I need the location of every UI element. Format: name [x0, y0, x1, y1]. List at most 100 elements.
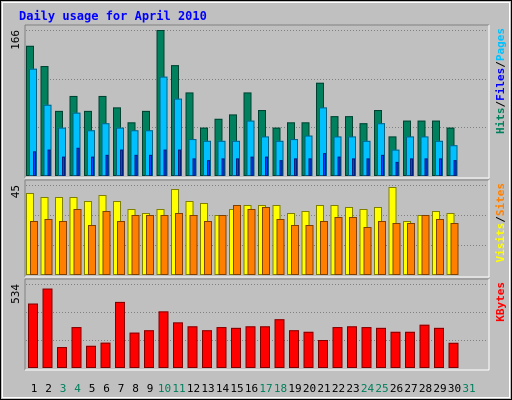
kbytes-bar-edge: [158, 311, 169, 369]
files-bar-fill: [43, 104, 52, 176]
pages-bar: [163, 149, 167, 176]
kbytes-bar-edge: [42, 288, 53, 368]
kbytes-bar-edge: [274, 319, 285, 369]
day-25-bars: [374, 207, 386, 275]
day-15-bars: [231, 327, 241, 368]
pages-bar: [250, 156, 254, 177]
kbytes-bar: [260, 326, 270, 368]
sites-bar: [291, 225, 299, 275]
files-bar-fill: [406, 136, 414, 176]
pages-bar: [410, 158, 413, 176]
day-24-bars: [359, 209, 372, 275]
pages-bar-edge: [337, 156, 341, 177]
kbytes-bar: [289, 330, 299, 368]
kbytes-bar-fill: [216, 327, 227, 368]
sites-bar-edge: [421, 215, 430, 275]
sites-bar-fill: [247, 209, 256, 275]
kbytes-bar-edge: [405, 331, 415, 368]
files-bar-fill: [261, 136, 269, 176]
pages-bar-edge: [149, 154, 152, 177]
pages-bar-fill: [265, 156, 268, 176]
chart-title: Daily usage for April 2010: [19, 9, 207, 23]
panel-legend: Hits/Files/Pages: [494, 28, 507, 134]
kbytes-bar: [187, 326, 198, 368]
day-5-bars: [84, 110, 95, 177]
sites-bar-fill: [349, 217, 357, 275]
kbytes-bar-edge: [332, 327, 343, 369]
day-label-9: 9: [147, 382, 154, 395]
kbytes-bar-fill: [245, 326, 256, 368]
day-6-bars: [98, 95, 110, 177]
pages-bar: [236, 158, 239, 176]
day-2-bars: [40, 197, 53, 275]
pages-bar-edge: [294, 158, 297, 176]
day-4-bars: [69, 197, 82, 275]
kbytes-bar-edge: [115, 301, 125, 368]
legend-part-0: Visits: [494, 223, 507, 263]
day-7-bars: [115, 301, 125, 368]
day-16-bars: [243, 205, 256, 275]
files-bar-fill: [348, 136, 356, 176]
day-label-6: 6: [103, 382, 110, 395]
pages-bar: [105, 154, 109, 177]
sites-bar-fill: [450, 223, 459, 275]
day-14-bars: [214, 118, 226, 176]
kbytes-bar: [361, 327, 372, 369]
panel-visits_sites: 45 Visits/Sites: [9, 179, 507, 278]
kbytes-bar: [347, 326, 357, 368]
day-label-7: 7: [118, 382, 125, 395]
day-9-bars: [144, 330, 154, 368]
sites-bar-fill: [421, 215, 430, 275]
day-1-bars: [28, 303, 38, 368]
legend-part-2: Files: [494, 68, 507, 101]
kbytes-bar-fill: [347, 326, 357, 368]
pages-bar-fill: [308, 158, 312, 176]
sites-bar: [117, 221, 125, 275]
day-9-bars: [142, 110, 153, 177]
day-19-bars: [289, 330, 299, 368]
pages-bar-fill: [163, 149, 167, 176]
pages-bar: [395, 161, 399, 176]
day-11-bars: [171, 65, 182, 176]
kbytes-bar-edge: [303, 331, 314, 368]
kbytes-bar-fill: [173, 322, 183, 368]
sites-bar-edge: [392, 223, 401, 275]
kbytes-bar: [115, 301, 125, 368]
pages-bar-fill: [120, 149, 123, 176]
pages-bar: [439, 158, 442, 176]
sites-bar-edge: [146, 215, 154, 275]
day-label-25: 25: [375, 382, 388, 395]
sites-bar-edge: [407, 223, 415, 275]
day-15-bars: [229, 205, 241, 275]
pages-bar: [323, 153, 326, 176]
day-25-bars: [374, 110, 385, 177]
kbytes-bar-edge: [216, 327, 227, 369]
kbytes-bar-fill: [158, 311, 169, 368]
pages-bar: [62, 156, 65, 177]
day-label-29: 29: [433, 382, 446, 395]
pages-bar-edge: [265, 156, 268, 177]
kbytes-bar-edge: [361, 327, 372, 369]
sites-bar: [392, 223, 401, 275]
day-26-bars: [388, 187, 401, 275]
kbytes-bar-fill: [289, 330, 299, 368]
pages-bar-edge: [395, 161, 399, 176]
sites-bar-fill: [117, 221, 125, 275]
day-21-bars: [316, 82, 327, 176]
sites-bar-edge: [117, 221, 125, 275]
kbytes-bar: [144, 330, 154, 368]
kbytes-bar-fill: [260, 326, 270, 368]
pages-bar: [149, 154, 152, 177]
day-29-bars: [432, 120, 443, 176]
hits-bar-fill: [185, 92, 194, 176]
sites-bar: [276, 219, 285, 275]
day-label-15: 15: [230, 382, 243, 395]
files-bar-fill: [290, 139, 298, 176]
day-16-bars: [245, 326, 256, 368]
sites-bar: [450, 223, 459, 275]
kbytes-bar-fill: [86, 345, 96, 368]
day-label-21: 21: [317, 382, 330, 395]
day-28-bars: [417, 120, 429, 177]
kbytes-bar-fill: [448, 342, 459, 368]
day-29-bars: [434, 327, 444, 368]
